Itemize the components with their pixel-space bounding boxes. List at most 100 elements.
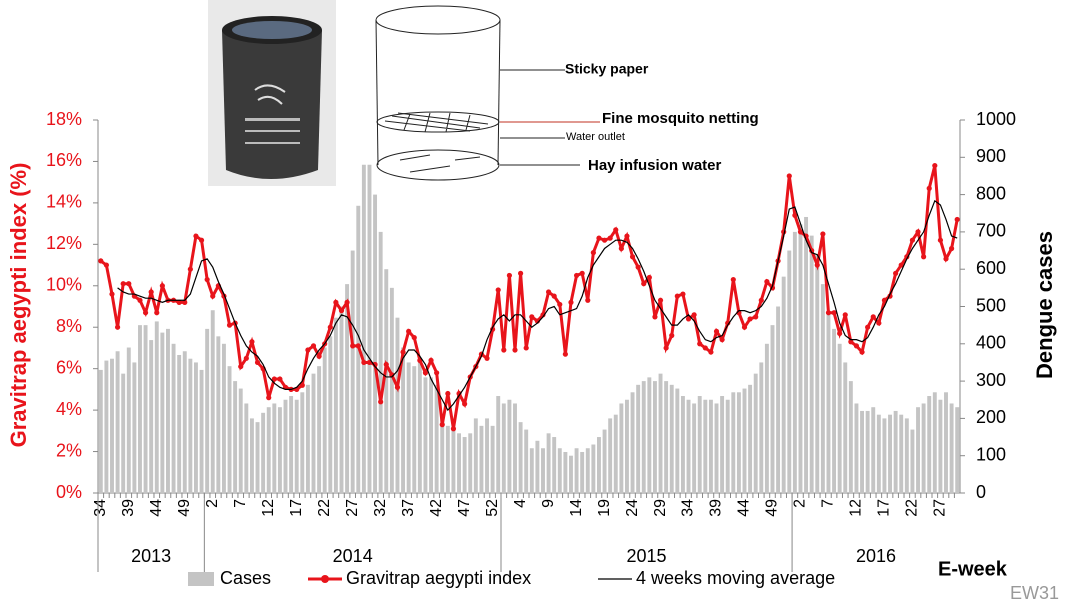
bar: [345, 284, 350, 493]
bar: [283, 399, 288, 493]
line-marker: [159, 283, 165, 289]
bar: [496, 396, 501, 493]
bar: [328, 336, 333, 493]
line-marker: [310, 343, 317, 349]
x-tick-label: 7: [232, 499, 249, 508]
x-tick-label: 39: [120, 499, 137, 517]
bar: [748, 384, 753, 493]
bar: [524, 429, 529, 493]
bar: [154, 321, 159, 493]
line-marker: [691, 312, 697, 318]
line-marker: [635, 264, 641, 270]
bar: [138, 325, 142, 493]
line-marker: [148, 289, 154, 295]
line-marker: [501, 347, 507, 353]
x-tick-label: 34: [680, 499, 697, 517]
line-marker: [109, 291, 115, 297]
x-tick-label: 29: [652, 499, 669, 517]
bar: [294, 399, 299, 493]
bar: [563, 451, 568, 493]
line-marker: [551, 293, 557, 299]
y2-tick-label: 600: [976, 258, 1006, 278]
year-label: 2016: [856, 546, 896, 566]
bar: [401, 347, 406, 493]
legend-label: Cases: [220, 568, 271, 588]
bar: [233, 381, 238, 493]
bar: [244, 403, 249, 493]
bar: [485, 418, 489, 493]
bar: [636, 384, 641, 493]
line-marker: [943, 256, 949, 262]
x-tick-label: 7: [820, 499, 837, 508]
x-tick-label: 12: [848, 499, 865, 517]
line-marker: [652, 314, 658, 320]
line-marker: [663, 345, 669, 351]
bar: [641, 381, 646, 493]
bar: [333, 317, 338, 493]
line-marker: [708, 349, 714, 355]
trap-diagram: [375, 5, 600, 181]
line: [117, 199, 958, 412]
x-tick-label: 24: [624, 499, 641, 517]
line-marker: [154, 310, 160, 316]
line-marker: [820, 231, 826, 237]
line-marker: [450, 426, 457, 432]
bar: [110, 358, 114, 493]
bar: [608, 418, 613, 493]
line-marker: [725, 320, 731, 326]
line-marker: [915, 229, 921, 235]
bar: [776, 306, 781, 493]
bar: [121, 373, 126, 493]
bar: [541, 448, 545, 493]
bar: [686, 399, 691, 493]
bar: [585, 448, 590, 493]
line-marker: [949, 245, 955, 252]
bar: [876, 414, 881, 493]
bar: [182, 351, 187, 493]
bar: [619, 403, 624, 493]
bar: [664, 381, 669, 493]
line-marker: [355, 343, 361, 349]
line-marker: [98, 258, 104, 264]
bar: [759, 362, 764, 493]
line-marker: [518, 270, 524, 276]
bar: [826, 313, 831, 493]
line-marker: [439, 422, 445, 428]
line-marker: [842, 312, 848, 318]
x-tick-label: 17: [288, 499, 305, 517]
bar: [820, 284, 825, 493]
line-marker: [893, 270, 899, 276]
line-marker: [758, 297, 764, 303]
line-marker: [680, 291, 686, 297]
line-marker: [859, 349, 865, 355]
line-marker: [428, 357, 434, 363]
line-marker: [848, 339, 854, 345]
line-marker: [697, 341, 703, 347]
line-marker: [607, 235, 613, 241]
y-tick-label: 6%: [56, 357, 82, 377]
line-marker: [338, 308, 345, 314]
bar: [731, 392, 736, 493]
bar: [832, 328, 837, 493]
line-marker: [249, 339, 255, 345]
line-marker: [814, 262, 820, 268]
line-marker: [120, 281, 126, 287]
x-tick-label: 22: [904, 499, 921, 517]
x-tick-label: 49: [764, 499, 781, 517]
x-tick-label: 52: [484, 499, 501, 517]
line-marker: [579, 270, 585, 276]
bar: [322, 347, 327, 493]
bar: [860, 410, 865, 493]
line-marker: [204, 276, 210, 283]
line-marker: [484, 355, 490, 361]
line-marker: [344, 299, 350, 305]
bar: [854, 403, 859, 493]
line-marker: [562, 351, 568, 357]
bar: [389, 287, 394, 493]
bar: [210, 310, 215, 493]
bar: [736, 392, 741, 493]
bar: [507, 399, 512, 493]
bar: [149, 340, 154, 493]
bar: [457, 433, 461, 493]
bar: [680, 396, 685, 493]
